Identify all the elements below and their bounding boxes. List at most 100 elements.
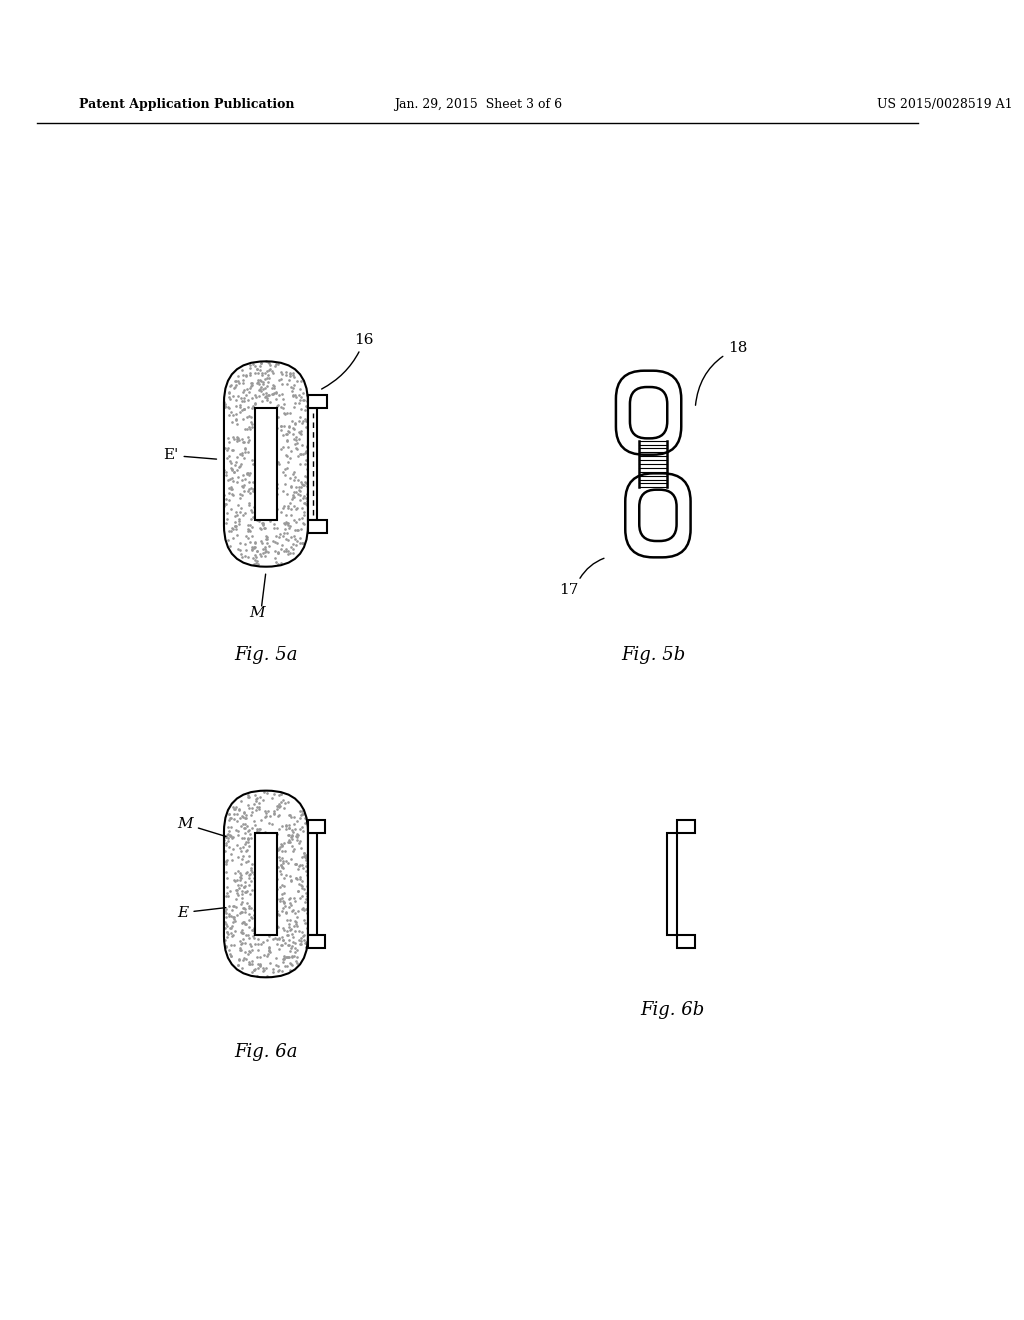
- Point: [234, 837, 251, 858]
- Point: [284, 488, 300, 510]
- Point: [231, 502, 248, 523]
- Point: [260, 447, 276, 469]
- Point: [265, 375, 282, 396]
- Point: [265, 458, 282, 479]
- Point: [294, 878, 310, 899]
- Point: [230, 884, 247, 906]
- Point: [223, 517, 240, 539]
- Point: [260, 351, 276, 372]
- Point: [290, 483, 306, 504]
- Point: [229, 430, 246, 451]
- Point: [287, 520, 303, 541]
- Point: [245, 480, 261, 502]
- Point: [246, 917, 262, 939]
- Point: [247, 355, 263, 376]
- Point: [282, 913, 298, 935]
- Point: [253, 363, 269, 384]
- Point: [289, 869, 305, 890]
- Point: [225, 912, 242, 933]
- Point: [255, 842, 271, 863]
- Point: [284, 825, 300, 846]
- Point: [244, 539, 260, 560]
- Point: [259, 502, 275, 523]
- Point: [287, 903, 303, 924]
- Point: [298, 861, 314, 882]
- Point: [300, 502, 316, 523]
- Point: [279, 902, 295, 923]
- Point: [232, 902, 249, 923]
- Point: [221, 880, 238, 902]
- Point: [273, 927, 290, 948]
- Point: [289, 826, 305, 847]
- Point: [260, 372, 276, 393]
- Point: [262, 392, 279, 413]
- Point: [236, 818, 252, 840]
- Point: [225, 461, 242, 482]
- Point: [254, 512, 270, 533]
- Point: [220, 804, 237, 825]
- Point: [266, 884, 283, 906]
- Point: [280, 512, 296, 533]
- Point: [261, 842, 278, 863]
- Point: [223, 440, 240, 461]
- Point: [239, 814, 255, 836]
- Point: [245, 925, 261, 946]
- Point: [260, 917, 276, 939]
- Point: [282, 941, 298, 962]
- Point: [280, 523, 296, 544]
- Point: [266, 861, 283, 882]
- Point: [244, 817, 260, 838]
- Point: [255, 851, 271, 873]
- Point: [273, 368, 290, 389]
- Point: [252, 818, 268, 840]
- Point: [274, 525, 291, 546]
- Point: [275, 541, 292, 562]
- Point: [243, 478, 259, 499]
- Point: [293, 838, 309, 859]
- Point: [282, 866, 298, 887]
- Point: [261, 359, 278, 380]
- Point: [265, 961, 282, 982]
- Text: 18: 18: [695, 341, 748, 405]
- Point: [269, 473, 286, 494]
- Point: [278, 814, 294, 836]
- Point: [286, 496, 302, 517]
- Point: [293, 421, 309, 442]
- Point: [258, 490, 274, 511]
- Point: [243, 372, 259, 393]
- Point: [237, 469, 253, 490]
- Point: [233, 874, 250, 895]
- Point: [253, 466, 269, 487]
- Point: [264, 916, 281, 937]
- Point: [236, 388, 252, 409]
- Point: [257, 800, 273, 821]
- Point: [236, 912, 252, 933]
- Bar: [255, 833, 278, 936]
- Point: [261, 805, 278, 826]
- Point: [253, 380, 269, 401]
- Point: [258, 432, 274, 453]
- Point: [259, 499, 275, 520]
- Point: [288, 482, 304, 503]
- Point: [236, 364, 252, 385]
- Point: [263, 833, 280, 854]
- Bar: [255, 408, 278, 520]
- Point: [289, 952, 305, 973]
- Point: [280, 935, 296, 956]
- Point: [272, 888, 289, 909]
- Point: [229, 821, 246, 842]
- Point: [232, 498, 249, 519]
- Point: [264, 378, 281, 399]
- Point: [219, 503, 236, 524]
- Point: [247, 362, 263, 383]
- Point: [284, 936, 300, 957]
- Point: [268, 900, 285, 921]
- Point: [231, 513, 248, 535]
- Point: [256, 781, 272, 803]
- Point: [248, 838, 264, 859]
- Point: [284, 499, 300, 520]
- Point: [296, 502, 312, 523]
- Point: [232, 939, 249, 960]
- Point: [291, 479, 307, 500]
- Point: [225, 519, 242, 540]
